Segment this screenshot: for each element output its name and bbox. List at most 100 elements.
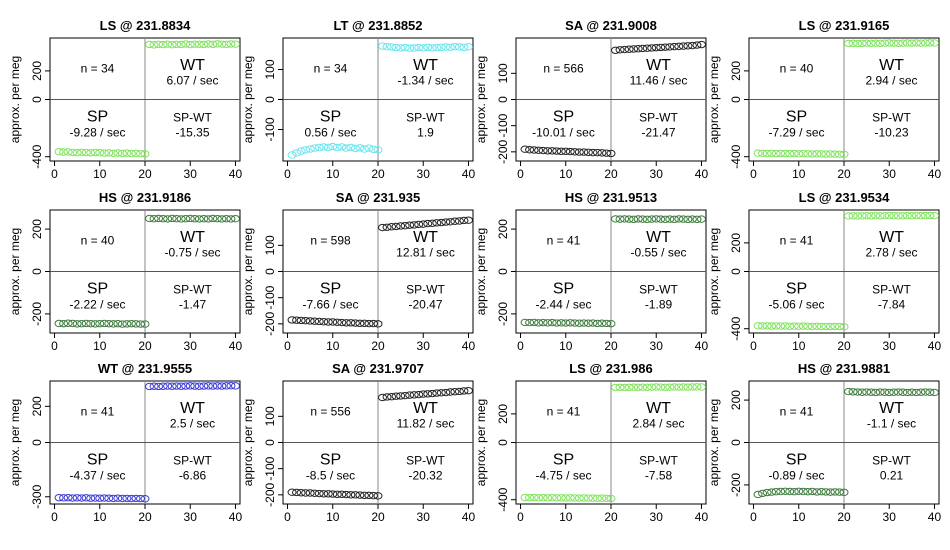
panel-title: LS @ 231.8834 (100, 18, 192, 33)
wt-label: WT (646, 400, 671, 417)
sp-rate: -4.75 / sec (535, 468, 591, 482)
wt-label: WT (413, 57, 438, 74)
sp-point (364, 144, 374, 152)
sp-point (68, 319, 78, 328)
wt-point (459, 216, 469, 225)
sp-point (135, 150, 145, 158)
sp-wt-label: SP-WT (173, 454, 212, 468)
x-tick-label: 20 (837, 167, 851, 181)
wt-point (902, 388, 912, 397)
sp-point (305, 489, 315, 497)
sp-point (588, 494, 598, 502)
wt-point (387, 223, 397, 231)
sample-count: n = 34 (314, 61, 348, 75)
sp-point (794, 150, 804, 158)
sp-label: SP (786, 109, 807, 126)
sp-point (81, 319, 91, 328)
wt-point (884, 39, 894, 47)
wt-point (916, 212, 926, 220)
wt-point (405, 391, 415, 399)
sp-point (135, 320, 145, 328)
y-tick-label: -400 (729, 316, 743, 340)
x-tick-label: 30 (417, 510, 431, 524)
y-tick-label: -400 (729, 144, 743, 168)
wt-point (857, 388, 867, 396)
sample-count: n = 41 (780, 233, 814, 247)
sp-point (758, 322, 768, 330)
wt-point (212, 214, 222, 223)
wt-point (436, 389, 446, 397)
x-tick-label: 40 (695, 167, 709, 181)
wt-point (642, 44, 652, 52)
sp-point (323, 318, 333, 326)
sp-point (547, 147, 557, 155)
sp-point (126, 494, 136, 503)
wt-point (678, 383, 688, 391)
sp-point (825, 322, 835, 331)
sp-point (81, 494, 91, 502)
wt-point (683, 215, 693, 224)
wt-point (172, 214, 182, 223)
wt-point (696, 383, 706, 391)
wt-point (920, 388, 930, 396)
sp-point (95, 319, 105, 328)
sp-point (63, 148, 73, 156)
sp-point (789, 488, 799, 496)
y-axis-label: approx. per meg (474, 399, 488, 486)
sp-point (104, 319, 114, 328)
wt-point (463, 386, 473, 395)
wt-point (880, 388, 890, 396)
wt-point (230, 40, 240, 48)
y-tick-label: 100 (263, 406, 277, 426)
sp-point (140, 150, 150, 158)
wt-point (154, 382, 164, 391)
sp-point (72, 494, 82, 502)
sp-point (574, 148, 584, 156)
sp-point (812, 488, 822, 496)
sp-rate: -4.37 / sec (69, 468, 125, 482)
wt-point (405, 221, 415, 229)
sp-point (332, 490, 342, 499)
sp-point (767, 322, 777, 330)
wt-point (857, 212, 867, 220)
wt-point (642, 215, 652, 224)
wt-point (163, 382, 173, 390)
wt-rate: -1.1 / sec (867, 417, 916, 431)
wt-point (414, 220, 424, 229)
y-tick-label: 200 (729, 61, 743, 81)
sp-label: SP (87, 281, 108, 298)
x-tick-label: 20 (604, 339, 618, 353)
wt-point (154, 214, 164, 223)
sp-wt-value: -6.86 (179, 468, 207, 482)
sp-point (140, 320, 150, 328)
sp-rate: -10.01 / sec (532, 125, 595, 139)
wt-point (929, 388, 939, 397)
sp-point (131, 149, 141, 157)
x-tick-label: 10 (326, 339, 340, 353)
x-tick-label: 20 (138, 339, 152, 353)
sp-wt-label: SP-WT (639, 111, 678, 125)
sp-point (803, 322, 813, 330)
x-tick-label: 20 (837, 510, 851, 524)
x-tick-label: 30 (650, 339, 664, 353)
wt-point (907, 212, 917, 220)
wt-point (221, 40, 231, 48)
sp-point (789, 322, 799, 330)
sp-point (126, 319, 136, 328)
wt-point (848, 212, 858, 220)
wt-point (163, 40, 173, 48)
sp-point (287, 316, 297, 324)
x-tick-label: 40 (229, 339, 243, 353)
wt-point (176, 40, 186, 49)
sp-point (113, 319, 123, 328)
wt-point (678, 215, 688, 223)
sample-count: n = 34 (81, 61, 115, 75)
wt-point (145, 40, 155, 49)
sp-point (368, 491, 378, 500)
wt-label: WT (646, 229, 671, 246)
panel-title: LS @ 231.9165 (799, 18, 890, 33)
sp-point (570, 319, 580, 327)
wt-point (418, 220, 428, 228)
sp-point (753, 490, 763, 499)
